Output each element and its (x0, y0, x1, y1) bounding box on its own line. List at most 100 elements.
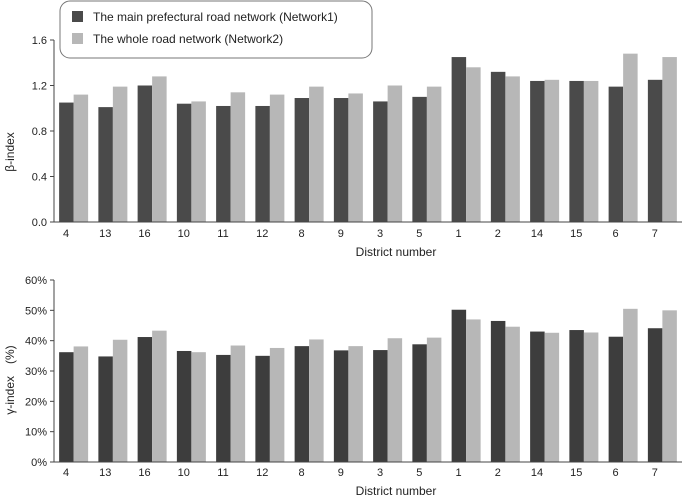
beta-x-axis-title: District number (356, 245, 437, 259)
gamma-bar-network1 (137, 337, 153, 462)
gamma-bar-network2 (387, 338, 403, 462)
gamma-x-tick-label: 16 (138, 467, 150, 479)
beta-x-tick-label: 2 (495, 228, 501, 240)
gamma-bar-network2 (466, 319, 481, 462)
beta-bar-network2 (348, 93, 363, 223)
beta-x-tick-label: 12 (256, 228, 268, 240)
beta-x-tick-label: 5 (416, 228, 422, 240)
gamma-x-tick-label: 15 (570, 467, 582, 479)
beta-bar-network2 (309, 86, 324, 222)
legend-label-network1: The main prefectural road network (Netwo… (93, 10, 338, 24)
gamma-index-chart: γ-index (%) District number 0% 10% 20% 30% 4… (3, 275, 682, 498)
beta-bar-network1 (176, 103, 192, 222)
beta-bar-network1 (255, 105, 270, 222)
beta-y-tick-label: 1.6 (32, 35, 47, 47)
gamma-bar-network1 (451, 309, 467, 462)
gamma-bar-network1 (412, 344, 427, 462)
gamma-bar-network2 (662, 310, 677, 462)
gamma-bar-network1 (176, 350, 192, 462)
gamma-y-tick-label: 40% (25, 336, 47, 348)
gamma-bar-network2 (269, 347, 285, 462)
beta-bar-network2 (426, 86, 442, 222)
gamma-bar-network1 (530, 331, 545, 462)
beta-x-tick-label: 1 (455, 228, 461, 240)
gamma-x-tick-label: 9 (338, 467, 344, 479)
gamma-x-tick-label: 13 (99, 467, 111, 479)
legend-swatch-network2 (72, 33, 83, 44)
gamma-x-tick-label: 5 (416, 467, 422, 479)
gamma-bar-network2 (112, 339, 128, 462)
gamma-bar-network1 (569, 330, 584, 462)
beta-bar-network2 (191, 101, 206, 222)
gamma-x-tick-label: 12 (256, 467, 268, 479)
gamma-x-tick-label: 11 (217, 467, 228, 479)
gamma-y-tick-label: 30% (25, 366, 47, 378)
gamma-bar-network2 (544, 332, 560, 462)
beta-x-tick-label: 3 (377, 228, 383, 240)
beta-bar-network1 (530, 80, 545, 222)
gamma-bar-network1 (98, 356, 113, 462)
gamma-bar-network1 (59, 352, 74, 462)
beta-bar-network2 (269, 94, 285, 222)
beta-bar-network2 (662, 57, 677, 222)
gamma-y-tick-label: 20% (25, 396, 47, 408)
gamma-bar-network2 (426, 337, 442, 462)
gamma-y-tick-label: 0% (31, 457, 47, 469)
beta-x-tick-label: 8 (298, 228, 304, 240)
beta-x-tick-label: 9 (338, 228, 344, 240)
gamma-x-tick-label: 10 (178, 467, 190, 479)
legend-swatch-network1 (72, 11, 83, 22)
gamma-bar-network2 (152, 330, 167, 462)
beta-bar-network2 (466, 67, 481, 222)
beta-bar-network1 (569, 80, 584, 222)
beta-bar-network1 (98, 107, 113, 222)
beta-bar-network1 (333, 98, 349, 222)
beta-bar-network1 (373, 101, 388, 222)
gamma-x-tick-label: 6 (612, 467, 618, 479)
gamma-bar-network1 (216, 354, 231, 462)
beta-x-tick-label: 7 (652, 228, 658, 240)
beta-x-tick-label: 11 (217, 228, 228, 240)
gamma-y-tick-label: 50% (25, 305, 47, 317)
beta-x-tick-label: 10 (178, 228, 190, 240)
gamma-bar-network2 (623, 308, 638, 462)
beta-y-tick-label: 0.4 (32, 172, 47, 184)
gamma-x-tick-label: 1 (455, 467, 461, 479)
gamma-y-axis-title: γ-index (%) (3, 345, 17, 414)
beta-bar-network2 (505, 76, 520, 223)
beta-y-tick-label: 1.2 (32, 81, 47, 93)
gamma-bar-network2 (191, 352, 206, 462)
gamma-x-tick-label: 2 (495, 467, 501, 479)
beta-bar-network2 (73, 94, 89, 222)
gamma-bar-network2 (73, 346, 89, 462)
gamma-x-axis-title: District number (356, 484, 437, 498)
gamma-bar-network1 (373, 350, 388, 462)
legend-box (59, 0, 373, 59)
gamma-y-tick-label: 60% (25, 275, 47, 287)
beta-x-tick-label: 6 (612, 228, 618, 240)
gamma-bar-network2 (505, 326, 520, 462)
beta-bar-network1 (608, 86, 624, 222)
gamma-x-tick-label: 3 (377, 467, 383, 479)
beta-bar-network2 (583, 80, 599, 222)
gamma-bar-network2 (348, 346, 363, 462)
gamma-x-tick-label: 14 (531, 467, 543, 479)
gamma-bar-network1 (647, 328, 663, 462)
beta-bar-network1 (137, 85, 153, 222)
gamma-bar-network1 (255, 355, 270, 462)
beta-bar-network2 (387, 85, 403, 222)
gamma-bar-network2 (583, 332, 599, 462)
beta-bar-network2 (623, 53, 638, 223)
gamma-bar-network1 (294, 346, 310, 462)
beta-bar-network2 (230, 92, 246, 222)
gamma-x-tick-label: 4 (63, 467, 69, 479)
gamma-y-tick-label: 10% (25, 427, 47, 439)
beta-x-tick-label: 4 (63, 228, 69, 240)
beta-bar-network2 (112, 86, 128, 222)
gamma-bar-network1 (333, 350, 349, 462)
beta-bar-network1 (412, 96, 427, 222)
beta-bar-network1 (294, 98, 310, 222)
beta-bar-network1 (647, 79, 663, 222)
beta-x-tick-label: 14 (531, 228, 543, 240)
